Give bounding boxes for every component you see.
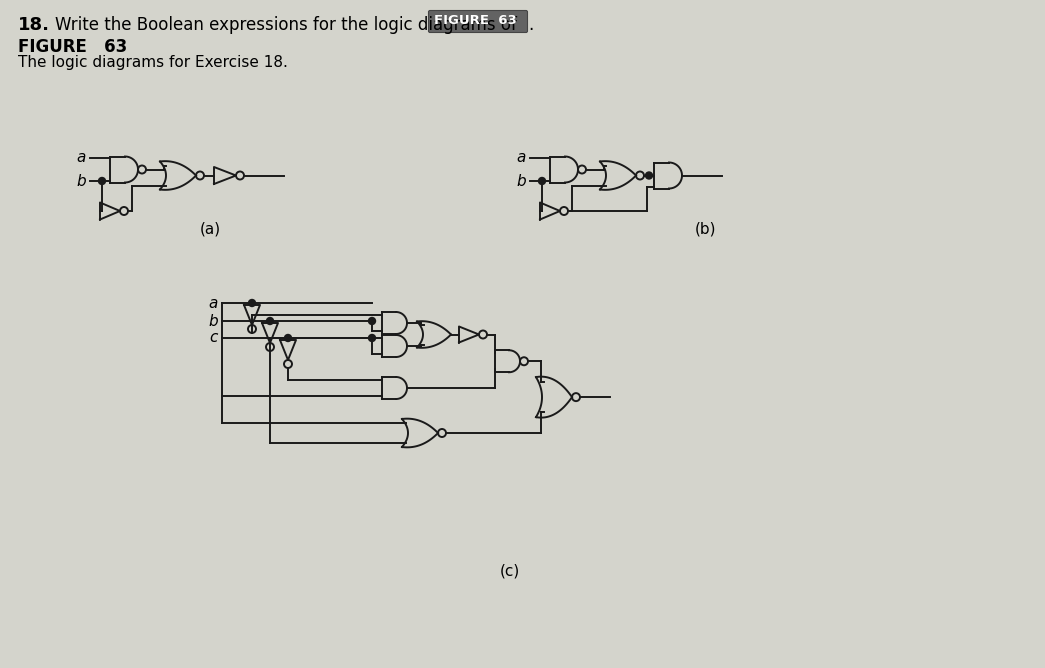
Text: a: a [209,295,218,311]
Text: (a): (a) [200,221,220,236]
Circle shape [369,317,375,325]
Circle shape [249,299,255,307]
Circle shape [538,178,545,184]
Text: b: b [76,174,86,188]
Circle shape [369,335,375,341]
Text: b: b [516,174,526,188]
Text: The logic diagrams for Exercise 18.: The logic diagrams for Exercise 18. [18,55,287,70]
Text: Write the Boolean expressions for the logic diagrams of: Write the Boolean expressions for the lo… [55,16,517,34]
Text: (c): (c) [500,563,520,578]
Text: a: a [516,150,526,166]
Text: b: b [208,313,218,329]
Text: (b): (b) [694,221,716,236]
Text: 18.: 18. [18,16,50,34]
Text: .: . [528,16,533,34]
Circle shape [646,172,652,179]
FancyBboxPatch shape [428,11,528,33]
Text: a: a [76,150,86,166]
Circle shape [266,317,274,325]
Text: c: c [210,331,218,345]
Text: FIGURE   63: FIGURE 63 [18,38,127,56]
Circle shape [98,178,106,184]
Text: FIGURE  63: FIGURE 63 [434,14,516,27]
Circle shape [284,335,292,341]
